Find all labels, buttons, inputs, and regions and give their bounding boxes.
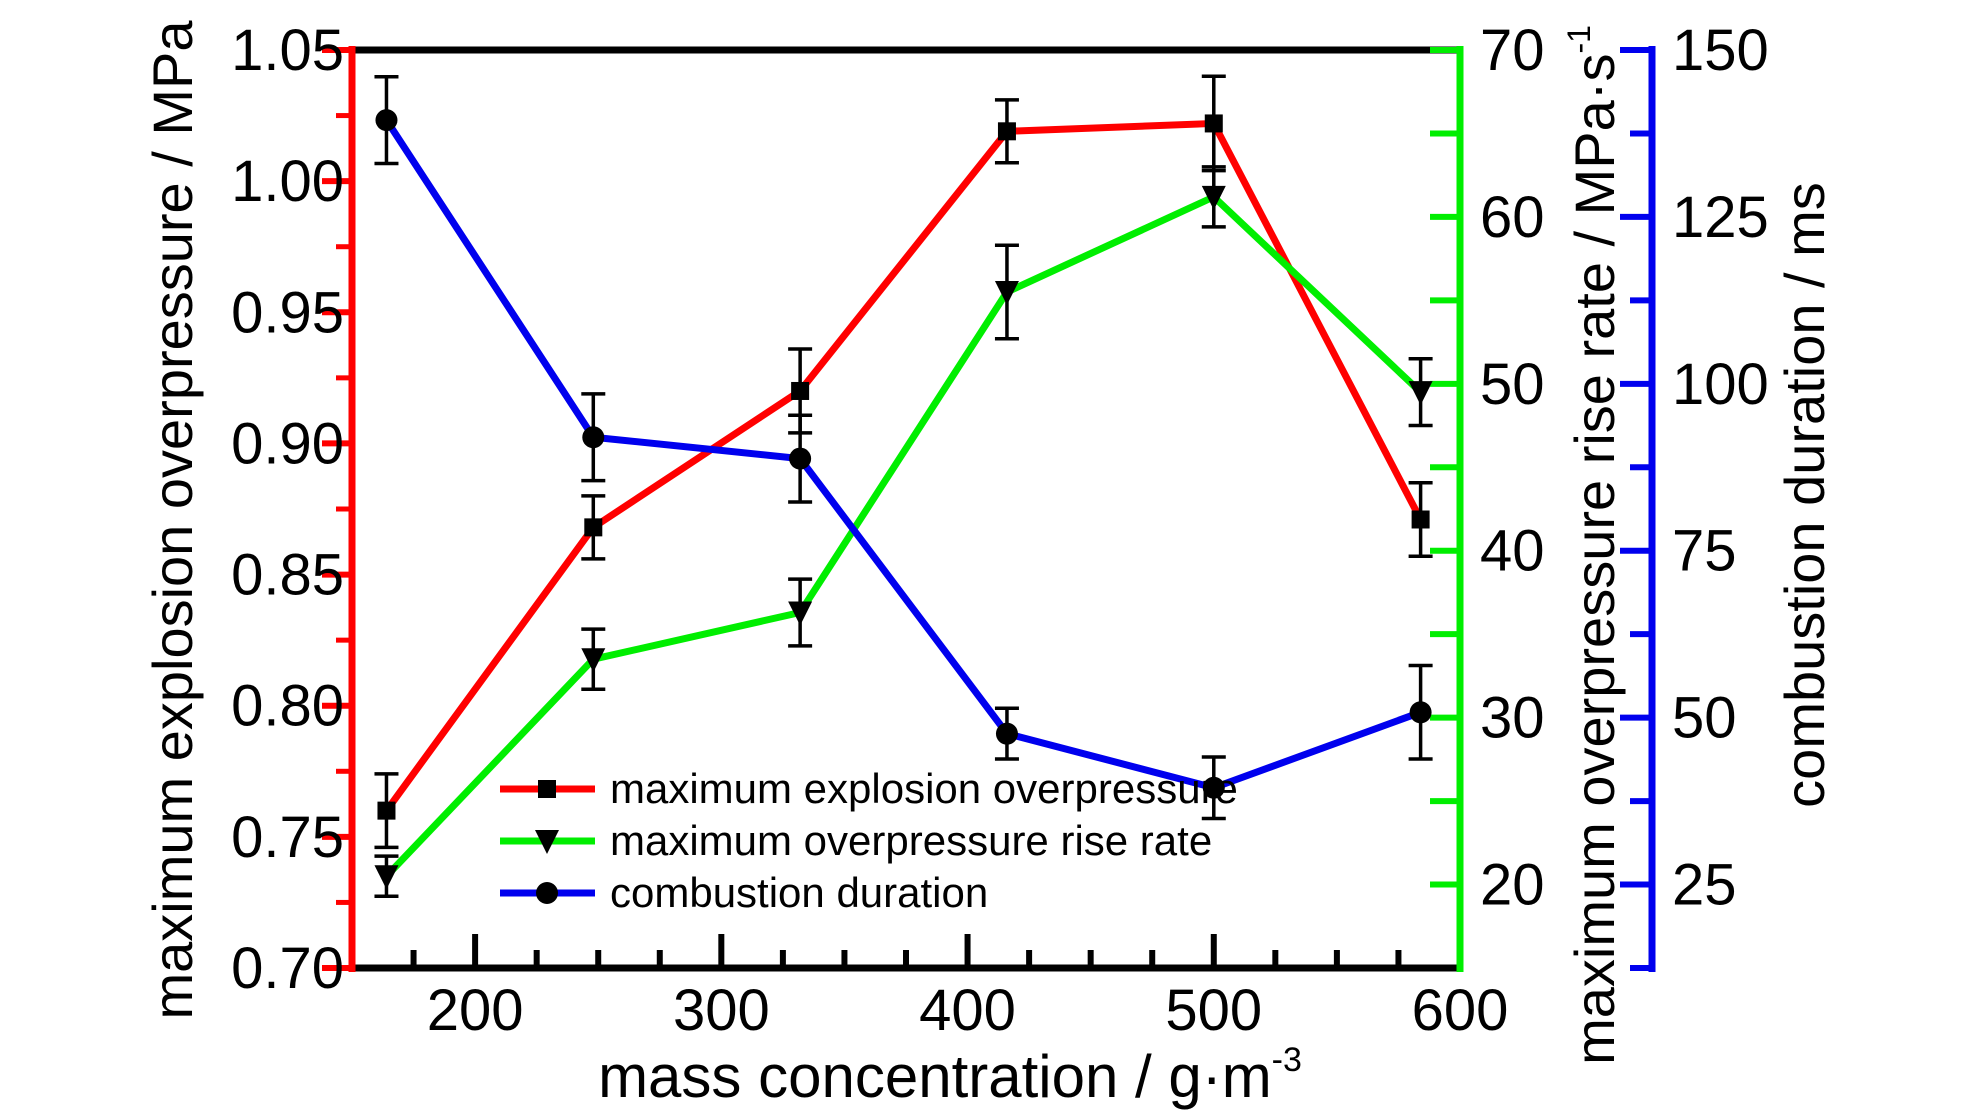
x-tick-label: 200 <box>427 978 524 1043</box>
data-point <box>788 601 813 626</box>
right-axis-2-tick-label: 125 <box>1672 185 1769 250</box>
data-point <box>789 447 812 470</box>
data-point <box>1411 510 1430 529</box>
left-axis-tick-label: 0.95 <box>231 280 344 345</box>
right-axis-2-tick-label: 150 <box>1672 18 1769 83</box>
data-point <box>1409 701 1432 724</box>
right-axis-1-tick-label: 20 <box>1480 853 1545 918</box>
right-axis-1-tick-label: 50 <box>1480 352 1545 417</box>
data-point <box>581 648 606 673</box>
plot-series <box>374 74 1433 898</box>
right-axis-1-title: maximum overpressure rise rate / MPa·s-1 <box>1561 25 1626 1065</box>
legend-swatch-marker-1 <box>535 830 559 854</box>
data-point <box>1204 114 1223 133</box>
right-axis-2-tick-label: 50 <box>1672 686 1737 751</box>
plot-frame: 200 300 400 500 600 0.70 0.75 0.80 0.85 0.90 0.95 1… <box>231 18 1769 1043</box>
legend-label-rise-rate: maximum overpressure rise rate <box>610 817 1212 864</box>
legend-swatch-marker-2 <box>536 882 558 904</box>
x-tick-label: 500 <box>1165 978 1262 1043</box>
right-axis-2-tick-label: 100 <box>1672 352 1769 417</box>
left-axis-tick-label: 0.90 <box>231 411 344 476</box>
right-axis-1-title-text: maximum overpressure rise rate / MPa·s <box>1563 54 1626 1065</box>
right-axis-2-tick-label: 75 <box>1672 519 1737 584</box>
left-axis-tick-label: 0.75 <box>231 805 344 870</box>
right-axis-2-tick-label: 25 <box>1672 853 1737 918</box>
legend-swatch-marker-0 <box>538 780 556 798</box>
data-point <box>582 426 605 449</box>
right-axis-1-tick-label: 40 <box>1480 519 1545 584</box>
data-point <box>377 801 396 820</box>
right-axis-1-tick-label: 60 <box>1480 185 1545 250</box>
left-axis-tick-label: 0.70 <box>231 936 344 1001</box>
x-tick-label: 400 <box>919 978 1016 1043</box>
right-axis-1-tick-label: 30 <box>1480 686 1545 751</box>
data-point <box>1202 776 1225 799</box>
left-axis-tick-label: 0.80 <box>231 674 344 739</box>
right-axis-2-title: combustion duration / ms <box>1773 182 1836 808</box>
data-point <box>1408 381 1433 406</box>
legend: maximum explosion overpressure maximum o… <box>500 765 1238 916</box>
series-line-0 <box>383 119 1424 813</box>
data-point <box>584 518 603 537</box>
legend-label-combustion-duration: combustion duration <box>610 869 988 916</box>
x-tick-label: 600 <box>1412 978 1509 1043</box>
data-point <box>994 281 1019 306</box>
data-point <box>374 865 399 890</box>
left-axis-tick-label: 1.00 <box>231 149 344 214</box>
series-line-1 <box>383 193 1424 879</box>
left-axis-tick-label: 1.05 <box>231 18 344 83</box>
left-axis-title: maximum explosion overpressure / MPa <box>141 20 204 1020</box>
right-axis-1-tick-label: 70 <box>1480 18 1545 83</box>
data-point <box>995 722 1018 745</box>
x-axis-title: mass concentration / g·m-3 <box>598 1041 1302 1110</box>
x-axis-title-superscript: -3 <box>1272 1041 1302 1079</box>
data-point <box>997 122 1016 141</box>
left-axis-tick-label: 0.85 <box>231 543 344 608</box>
legend-label-overpressure: maximum explosion overpressure <box>610 765 1238 812</box>
data-point <box>375 109 398 132</box>
series-line-2 <box>383 118 1422 792</box>
data-point <box>1201 185 1226 210</box>
x-axis-title-text: mass concentration / g·m <box>598 1043 1272 1110</box>
x-tick-label: 300 <box>673 978 770 1043</box>
data-point <box>791 381 810 400</box>
right-axis-1-title-superscript: -1 <box>1561 25 1597 53</box>
